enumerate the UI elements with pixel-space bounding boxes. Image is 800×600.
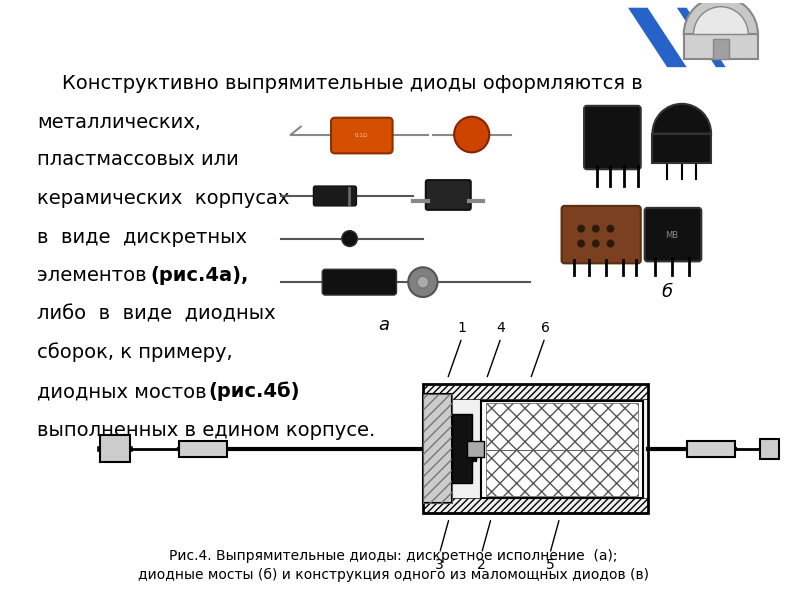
Wedge shape bbox=[653, 104, 711, 134]
FancyBboxPatch shape bbox=[562, 206, 641, 263]
Circle shape bbox=[408, 268, 438, 297]
Circle shape bbox=[342, 230, 358, 247]
Text: (рис.4б): (рис.4б) bbox=[209, 382, 300, 401]
Text: диодных мостов: диодных мостов bbox=[37, 382, 213, 401]
Bar bbox=[452, 414, 472, 483]
Bar bbox=[423, 384, 647, 513]
Text: 0.1Ω: 0.1Ω bbox=[355, 133, 368, 138]
Text: пластмассовых или: пластмассовых или bbox=[37, 150, 238, 169]
Bar bbox=[760, 439, 779, 458]
Bar bbox=[467, 440, 485, 457]
Bar bbox=[423, 394, 452, 503]
Bar bbox=[713, 40, 729, 59]
Text: 3: 3 bbox=[435, 557, 444, 572]
FancyBboxPatch shape bbox=[645, 208, 702, 262]
Text: сборок, к примеру,: сборок, к примеру, bbox=[37, 343, 233, 362]
FancyBboxPatch shape bbox=[426, 180, 470, 210]
Text: а: а bbox=[378, 316, 390, 334]
Bar bbox=[686, 440, 735, 457]
Text: диодные мосты (б) и конструкция одного из маломощных диодов (в): диодные мосты (б) и конструкция одного и… bbox=[138, 568, 649, 583]
Text: Конструктивно выпрямительные диоды оформляются в: Конструктивно выпрямительные диоды оформ… bbox=[37, 74, 642, 93]
FancyBboxPatch shape bbox=[322, 269, 397, 295]
Circle shape bbox=[606, 239, 614, 247]
Circle shape bbox=[578, 239, 585, 247]
Text: 4: 4 bbox=[497, 320, 506, 335]
Text: 2: 2 bbox=[477, 557, 486, 572]
Bar bbox=[423, 498, 647, 513]
Bar bbox=[482, 401, 642, 498]
Circle shape bbox=[417, 276, 429, 288]
Wedge shape bbox=[694, 7, 748, 34]
Text: выполненных в едином корпусе.: выполненных в едином корпусе. bbox=[37, 421, 375, 440]
FancyBboxPatch shape bbox=[314, 186, 357, 206]
Circle shape bbox=[592, 225, 600, 233]
Text: в  виде  дискретных: в виде дискретных bbox=[37, 227, 247, 247]
Wedge shape bbox=[684, 0, 758, 34]
Text: керамических  корпусах: керамических корпусах bbox=[37, 189, 290, 208]
FancyBboxPatch shape bbox=[584, 106, 641, 169]
Text: 5: 5 bbox=[546, 557, 554, 572]
Bar bbox=[486, 449, 638, 496]
Bar bbox=[178, 440, 227, 457]
Bar bbox=[423, 384, 647, 399]
Text: (рис.4а),: (рис.4а), bbox=[150, 266, 249, 285]
Text: 6: 6 bbox=[541, 320, 550, 335]
Circle shape bbox=[592, 239, 600, 247]
Text: металлических,: металлических, bbox=[37, 113, 201, 131]
Bar bbox=[486, 403, 638, 449]
Text: элементов: элементов bbox=[37, 266, 153, 285]
Bar bbox=[653, 134, 711, 163]
Text: 1: 1 bbox=[458, 320, 466, 335]
Text: MB: MB bbox=[666, 231, 678, 240]
Polygon shape bbox=[677, 8, 726, 67]
Text: либо  в  виде  диодных: либо в виде диодных bbox=[37, 305, 275, 324]
Polygon shape bbox=[628, 8, 686, 67]
Bar bbox=[423, 394, 452, 503]
FancyBboxPatch shape bbox=[331, 118, 393, 154]
Circle shape bbox=[606, 225, 614, 233]
Text: б: б bbox=[662, 283, 673, 301]
Text: Рис.4. Выпрямительные диоды: дискретное исполнение  (а);: Рис.4. Выпрямительные диоды: дискретное … bbox=[170, 548, 618, 563]
Circle shape bbox=[454, 117, 490, 152]
Bar bbox=[101, 435, 130, 463]
Bar bbox=[684, 34, 758, 59]
Circle shape bbox=[578, 225, 585, 233]
